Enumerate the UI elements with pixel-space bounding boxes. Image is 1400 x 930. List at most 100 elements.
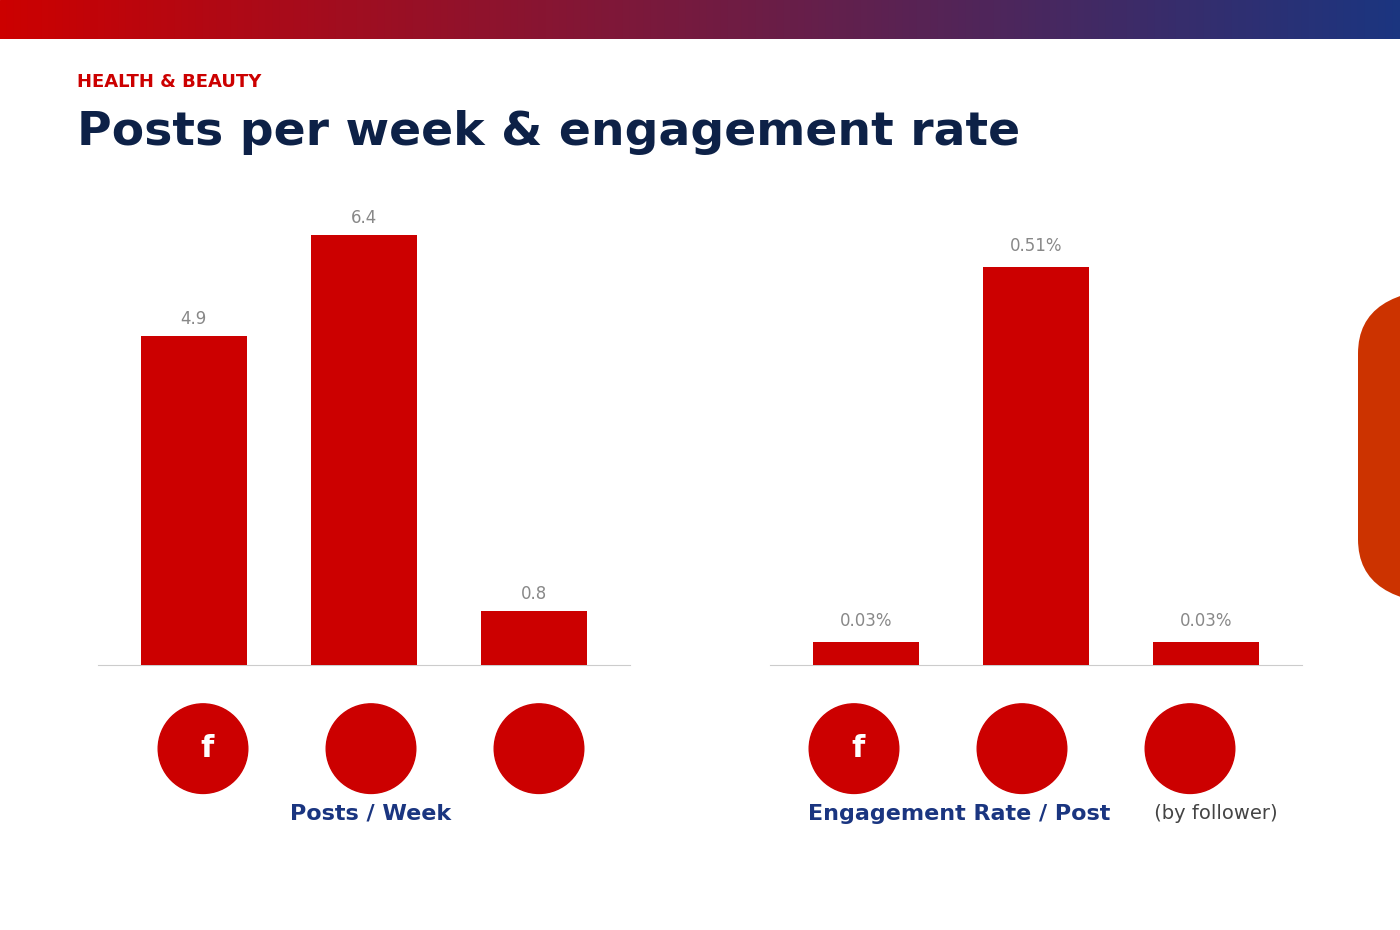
Bar	[938, 0, 945, 39]
Bar	[70, 0, 77, 39]
Bar	[1309, 0, 1316, 39]
Bar	[532, 0, 539, 39]
Bar	[119, 0, 126, 39]
Bar	[329, 0, 336, 39]
Bar	[1154, 642, 1260, 665]
Circle shape	[1037, 724, 1046, 733]
Bar	[7, 0, 14, 39]
Bar	[1323, 0, 1330, 39]
Bar	[1127, 0, 1134, 39]
Bar	[1365, 0, 1372, 39]
Bar	[1155, 0, 1162, 39]
Bar	[1148, 0, 1155, 39]
Bar	[1050, 0, 1057, 39]
Bar	[903, 0, 910, 39]
Bar	[910, 0, 917, 39]
Bar	[280, 0, 287, 39]
Bar	[868, 0, 875, 39]
Bar	[1288, 0, 1295, 39]
Bar	[616, 0, 623, 39]
Bar	[1022, 0, 1029, 39]
Bar	[784, 0, 791, 39]
Bar	[287, 0, 294, 39]
Bar	[644, 0, 651, 39]
Bar	[189, 0, 196, 39]
Bar	[1246, 0, 1253, 39]
Bar	[1330, 0, 1337, 39]
Bar	[777, 0, 784, 39]
Bar	[686, 0, 693, 39]
Bar	[1092, 0, 1099, 39]
Bar	[861, 0, 868, 39]
Bar	[1099, 0, 1106, 39]
Bar	[574, 0, 581, 39]
Bar	[245, 0, 252, 39]
Bar	[609, 0, 616, 39]
Bar	[441, 0, 448, 39]
Bar	[364, 0, 371, 39]
Bar	[455, 0, 462, 39]
Bar	[448, 0, 455, 39]
Bar	[1386, 0, 1393, 39]
Bar	[266, 0, 273, 39]
Bar	[1169, 0, 1176, 39]
Bar	[1337, 0, 1344, 39]
Bar	[588, 0, 595, 39]
Text: 0.03%: 0.03%	[1180, 612, 1232, 630]
Bar	[308, 0, 315, 39]
Bar	[721, 0, 728, 39]
Bar	[462, 0, 469, 39]
Text: 4.9: 4.9	[181, 310, 207, 327]
Bar	[1267, 0, 1274, 39]
Text: Posts per week & engagement rate: Posts per week & engagement rate	[77, 110, 1021, 154]
Bar	[560, 0, 567, 39]
Bar	[994, 0, 1001, 39]
Bar	[987, 0, 994, 39]
Bar	[1295, 0, 1302, 39]
Bar	[931, 0, 938, 39]
Bar	[182, 0, 189, 39]
Bar	[658, 0, 665, 39]
Bar	[1141, 0, 1148, 39]
Bar	[482, 611, 588, 665]
Bar	[882, 0, 889, 39]
Bar	[77, 0, 84, 39]
Bar	[112, 0, 119, 39]
Bar	[350, 0, 357, 39]
Bar	[630, 0, 637, 39]
Bar	[1036, 0, 1043, 39]
Bar	[595, 0, 602, 39]
Bar	[581, 0, 588, 39]
Bar	[983, 267, 1089, 665]
Bar	[84, 0, 91, 39]
Bar	[602, 0, 609, 39]
Bar	[1372, 0, 1379, 39]
Bar	[1351, 0, 1358, 39]
Bar	[224, 0, 231, 39]
Text: HEALTH & BEAUTY: HEALTH & BEAUTY	[77, 73, 262, 90]
Bar	[1001, 0, 1008, 39]
Bar	[91, 0, 98, 39]
Bar	[311, 235, 417, 665]
Bar	[826, 0, 833, 39]
Bar	[665, 0, 672, 39]
Bar	[231, 0, 238, 39]
Bar	[126, 0, 133, 39]
Bar	[805, 0, 812, 39]
Bar	[357, 0, 364, 39]
Bar	[1113, 0, 1120, 39]
Bar	[889, 0, 896, 39]
Bar	[273, 0, 280, 39]
Bar	[105, 0, 112, 39]
Bar	[1134, 0, 1141, 39]
Bar	[525, 0, 532, 39]
Bar	[161, 0, 168, 39]
Bar	[1057, 0, 1064, 39]
Bar	[252, 0, 259, 39]
Bar	[1043, 0, 1050, 39]
Bar	[847, 0, 854, 39]
Bar	[854, 0, 861, 39]
Bar	[973, 0, 980, 39]
Bar	[504, 0, 511, 39]
Bar	[945, 0, 952, 39]
